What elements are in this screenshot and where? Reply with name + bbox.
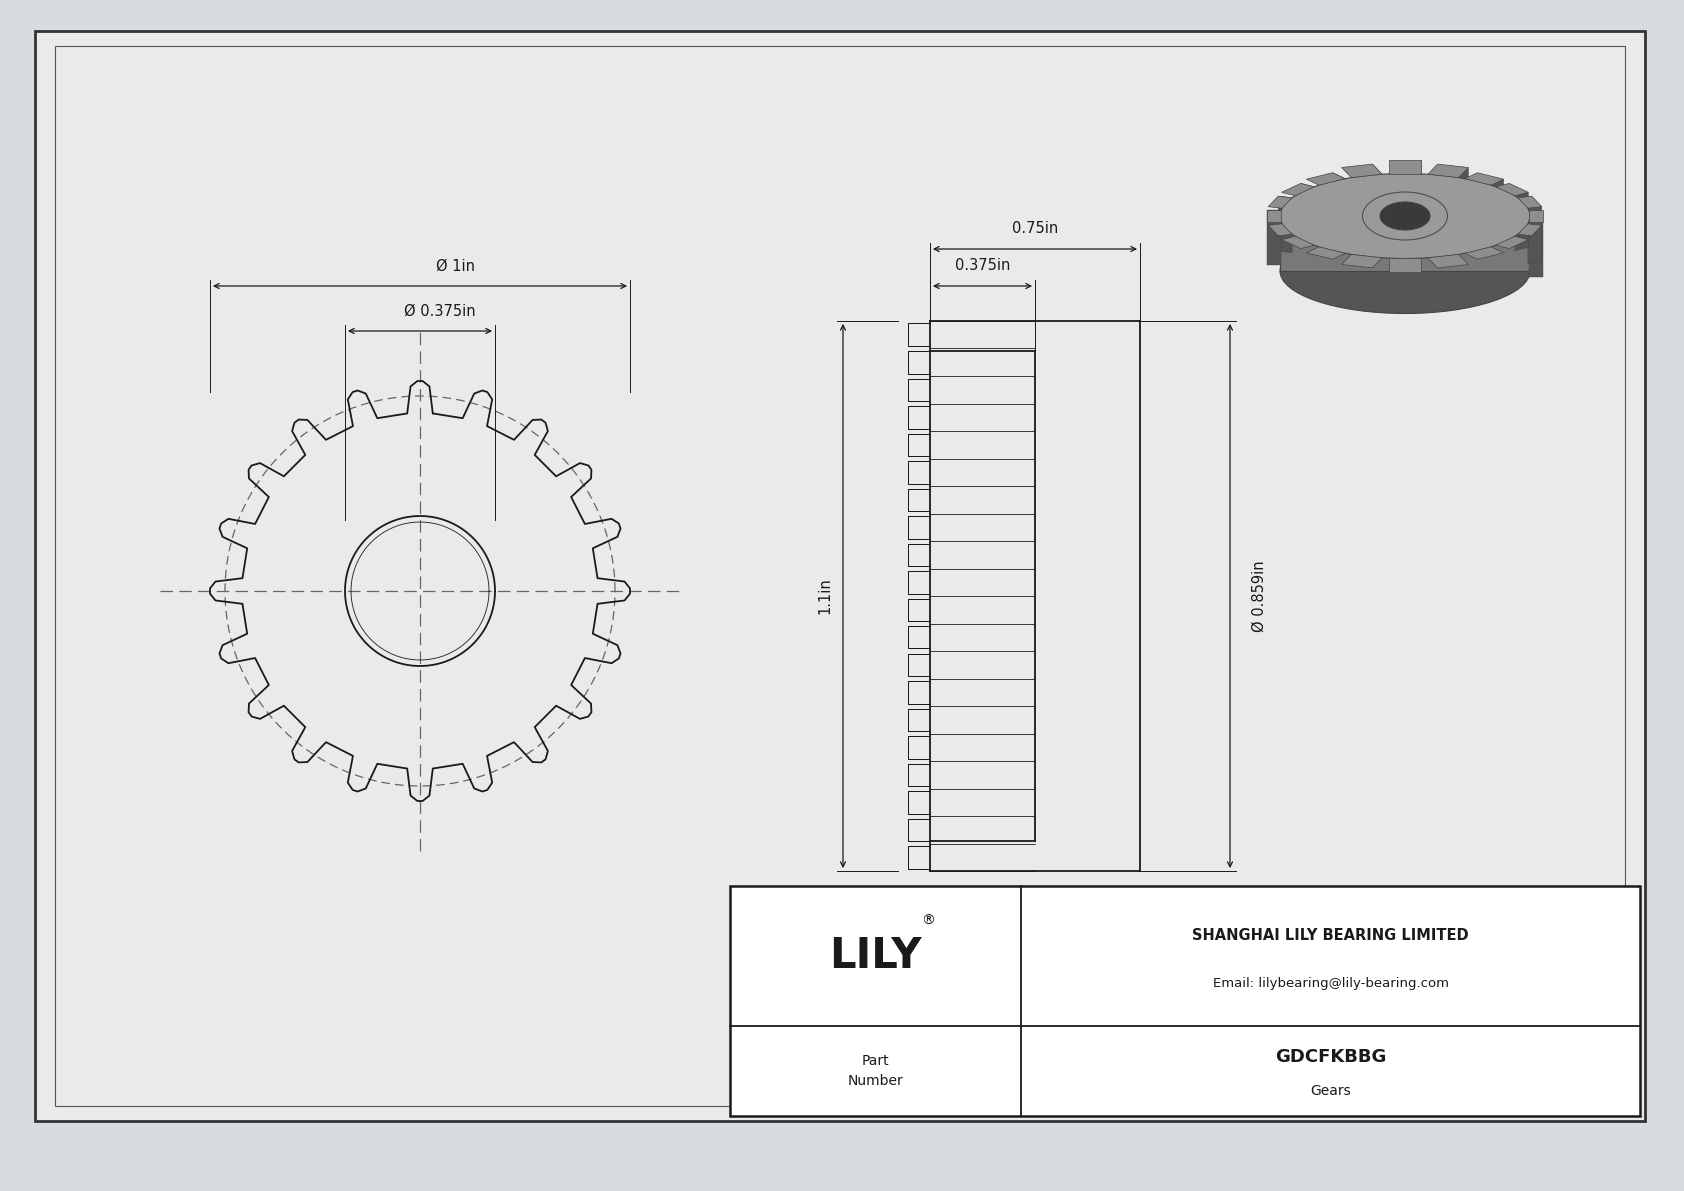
Polygon shape <box>1342 255 1383 268</box>
Polygon shape <box>1428 164 1468 177</box>
Polygon shape <box>1268 224 1292 236</box>
Polygon shape <box>1266 211 1282 222</box>
Polygon shape <box>1307 173 1346 185</box>
Polygon shape <box>1465 247 1504 260</box>
Polygon shape <box>1278 197 1292 252</box>
Text: Ø 0.859in: Ø 0.859in <box>1251 560 1266 631</box>
Bar <box>56 46 1625 1106</box>
Polygon shape <box>1517 197 1543 208</box>
Polygon shape <box>1332 173 1346 233</box>
Polygon shape <box>1517 224 1543 236</box>
Polygon shape <box>1428 255 1468 268</box>
Polygon shape <box>1268 197 1292 208</box>
Bar <box>729 886 1640 1116</box>
Text: 0.75in: 0.75in <box>1012 222 1058 236</box>
Polygon shape <box>1372 164 1383 229</box>
Polygon shape <box>1266 211 1282 266</box>
Polygon shape <box>1282 236 1314 249</box>
Polygon shape <box>1490 179 1504 241</box>
Text: ®: ® <box>921 913 935 928</box>
Text: Email: lilybearing@lily-bearing.com: Email: lilybearing@lily-bearing.com <box>1212 978 1448 991</box>
Text: Part
Number: Part Number <box>847 1054 904 1089</box>
Polygon shape <box>1516 192 1529 250</box>
Text: Ø 1in: Ø 1in <box>436 258 475 274</box>
Text: Gears: Gears <box>1310 1084 1351 1098</box>
Polygon shape <box>1282 183 1314 195</box>
Text: Ø 0.375in: Ø 0.375in <box>404 304 477 319</box>
Polygon shape <box>1527 207 1543 263</box>
Polygon shape <box>1495 183 1529 195</box>
Text: SHANGHAI LILY BEARING LIMITED: SHANGHAI LILY BEARING LIMITED <box>1192 928 1468 942</box>
Polygon shape <box>1342 164 1383 177</box>
Polygon shape <box>1389 160 1421 174</box>
Polygon shape <box>1389 258 1421 272</box>
Text: 0.375in: 0.375in <box>955 258 1010 273</box>
Ellipse shape <box>1379 202 1430 230</box>
Ellipse shape <box>1280 229 1531 313</box>
Polygon shape <box>1529 222 1543 276</box>
Polygon shape <box>1465 173 1504 185</box>
Polygon shape <box>1307 247 1346 260</box>
Polygon shape <box>1458 168 1468 232</box>
Text: LILY: LILY <box>829 935 921 977</box>
Polygon shape <box>1300 183 1314 242</box>
Text: 1.1in: 1.1in <box>817 578 832 615</box>
Ellipse shape <box>1280 174 1531 258</box>
Polygon shape <box>1280 216 1531 272</box>
Polygon shape <box>1529 211 1543 222</box>
Text: GDCFKBBG: GDCFKBBG <box>1275 1048 1386 1066</box>
Polygon shape <box>1495 236 1529 249</box>
